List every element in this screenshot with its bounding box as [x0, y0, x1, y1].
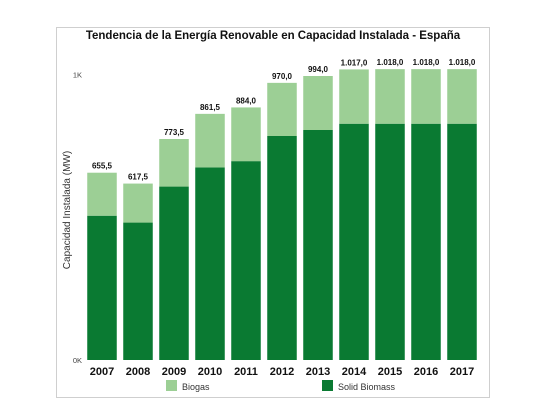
y-axis-label: Capacidad Instalada (MW) — [62, 151, 73, 269]
bar-biogas-2009 — [159, 139, 189, 187]
bar-solid-biomass-2011 — [231, 161, 261, 360]
bar-biogas-2011 — [231, 107, 261, 162]
data-label-2008: 617,5 — [128, 173, 149, 182]
y-tick-label-1: 1K — [73, 70, 82, 79]
x-tick-label-2007: 2007 — [90, 366, 114, 378]
x-tick-label-2017: 2017 — [450, 366, 474, 378]
legend-swatch-biogas — [166, 380, 177, 391]
x-tick-label-2011: 2011 — [234, 366, 258, 378]
bar-solid-biomass-2009 — [159, 186, 189, 360]
bar-biogas-2015 — [375, 69, 405, 124]
y-tick-label-0: 0K — [73, 356, 82, 365]
x-tick-label-2012: 2012 — [270, 366, 294, 378]
bar-biogas-2010 — [195, 113, 225, 168]
data-label-2007: 655,5 — [92, 162, 113, 171]
bar-biogas-2007 — [87, 172, 117, 216]
bar-solid-biomass-2016 — [411, 123, 441, 360]
data-label-2009: 773,5 — [164, 128, 185, 137]
bar-solid-biomass-2015 — [375, 123, 405, 360]
x-tick-label-2013: 2013 — [306, 366, 330, 378]
x-tick-label-2014: 2014 — [342, 366, 367, 378]
bar-biogas-2014 — [339, 69, 369, 124]
x-tick-label-2016: 2016 — [414, 366, 438, 378]
data-label-2017: 1.018,0 — [449, 58, 476, 67]
legend-label-biogas: Biogas — [182, 382, 210, 392]
x-tick-label-2008: 2008 — [126, 366, 150, 378]
bar-solid-biomass-2007 — [87, 215, 117, 360]
chart-title: Tendencia de la Energía Renovable en Cap… — [85, 30, 461, 42]
bar-solid-biomass-2010 — [195, 167, 225, 360]
legend-swatch-solid-biomass — [322, 380, 333, 391]
bar-solid-biomass-2008 — [123, 222, 153, 360]
bar-solid-biomass-2014 — [339, 123, 369, 360]
bar-biogas-2017 — [447, 69, 477, 124]
bar-solid-biomass-2017 — [447, 123, 477, 360]
data-label-2014: 1.017,0 — [341, 58, 368, 67]
data-label-2016: 1.018,0 — [413, 58, 440, 67]
x-tick-label-2015: 2015 — [378, 366, 402, 378]
data-label-2012: 970,0 — [272, 72, 293, 81]
x-tick-label-2010: 2010 — [198, 366, 222, 378]
x-tick-label-2009: 2009 — [162, 366, 186, 378]
bar-biogas-2016 — [411, 69, 441, 124]
data-label-2015: 1.018,0 — [377, 58, 404, 67]
bar-solid-biomass-2012 — [267, 136, 297, 360]
bar-biogas-2013 — [303, 76, 333, 130]
data-label-2011: 884,0 — [236, 96, 257, 105]
bar-solid-biomass-2013 — [303, 130, 333, 360]
legend-label-solid-biomass: Solid Biomass — [338, 382, 396, 392]
data-label-2013: 994,0 — [308, 65, 329, 74]
data-label-2010: 861,5 — [200, 103, 221, 112]
bar-biogas-2012 — [267, 82, 297, 136]
bar-biogas-2008 — [123, 183, 153, 223]
